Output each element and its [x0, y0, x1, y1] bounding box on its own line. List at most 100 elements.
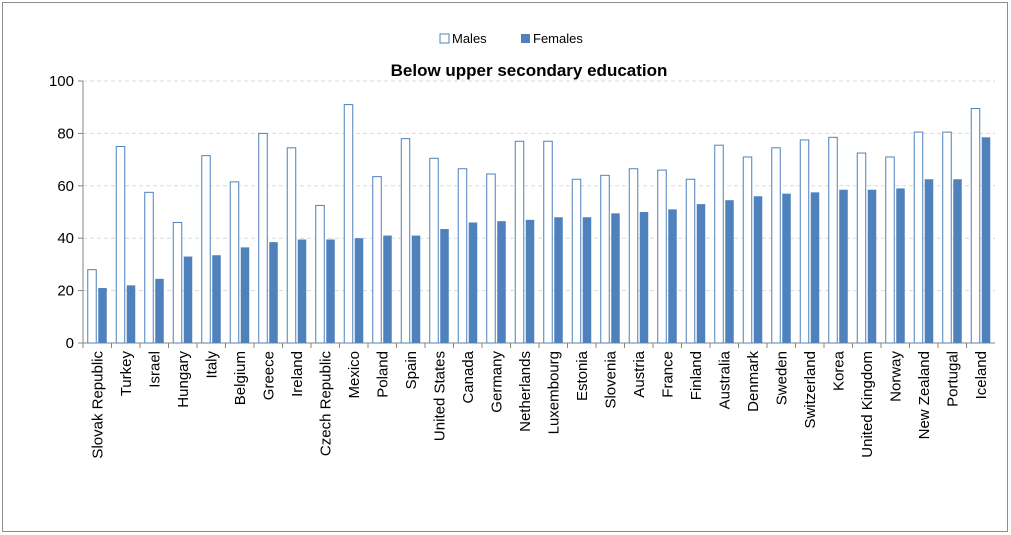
y-tick-label: 20 — [57, 283, 74, 300]
bar-females — [497, 221, 506, 343]
bar-females — [725, 200, 734, 343]
x-tick-label: Slovenia — [602, 350, 619, 408]
x-tick-label: Germany — [488, 351, 505, 413]
x-tick-label: Luxembourg — [545, 351, 562, 434]
bar-females — [240, 247, 250, 343]
x-tick-label: Iceland — [973, 351, 990, 399]
bar-females — [354, 238, 364, 343]
bar-females — [867, 189, 877, 343]
bar-females — [696, 204, 706, 343]
x-tick-label: France — [659, 351, 676, 398]
bar-males — [486, 173, 496, 344]
bar-males — [913, 131, 924, 344]
bar-males — [742, 156, 753, 344]
bar-females — [611, 213, 620, 343]
bar-males — [856, 152, 867, 344]
bar-females — [269, 242, 278, 343]
bar-females — [953, 179, 962, 343]
x-tick-label: Italy — [203, 351, 220, 379]
bar-females — [582, 217, 592, 343]
bar-females — [810, 192, 820, 343]
bar-males — [457, 168, 468, 344]
bar-males — [286, 147, 297, 344]
bar-females — [297, 239, 307, 343]
bar-females — [753, 196, 763, 343]
bar-males — [87, 269, 97, 344]
bar-males — [343, 104, 354, 344]
x-tick-label: Austria — [631, 350, 648, 397]
x-tick-label: Switzerland — [802, 351, 819, 429]
bar-males — [942, 131, 952, 344]
bar-males — [600, 174, 610, 344]
x-tick-label: Turkey — [118, 351, 135, 397]
x-tick-label: Korea — [830, 350, 847, 391]
bar-females — [896, 188, 905, 343]
legend-swatch-females — [521, 34, 530, 43]
bar-males — [771, 147, 781, 344]
x-tick-label: Portugal — [944, 351, 961, 407]
bar-males — [201, 155, 211, 344]
x-tick-label: Poland — [374, 351, 391, 398]
legend-label-females: Females — [533, 31, 583, 46]
x-tick-label: Canada — [460, 350, 477, 403]
x-tick-label: Sweden — [773, 351, 790, 405]
y-tick-label: 40 — [57, 230, 74, 247]
bar-males — [229, 181, 240, 344]
legend: Males Females — [439, 31, 583, 46]
bar-males — [970, 108, 981, 344]
y-tick-label: 100 — [49, 73, 74, 90]
chart-title: Below upper secondary education — [391, 61, 668, 80]
x-tick-label: Belgium — [232, 351, 249, 405]
x-tick-label: Mexico — [346, 351, 363, 399]
bar-females — [981, 137, 991, 343]
x-tick-label: Australia — [716, 350, 733, 409]
bar-males — [172, 221, 183, 344]
bar-females — [155, 278, 164, 343]
y-tick-label: 80 — [57, 125, 74, 142]
x-tick-label: Hungary — [175, 351, 192, 408]
legend-swatch-males — [439, 33, 450, 44]
x-axis: Slovak Republic Turkey Israel Hungary Italy B… — [82, 343, 990, 459]
y-tick-label: 0 — [66, 335, 74, 352]
bar-females — [440, 229, 449, 343]
x-tick-label: Czech Republic — [317, 351, 334, 457]
bar-females — [183, 256, 193, 343]
bar-females — [126, 285, 136, 343]
bar-males — [799, 139, 810, 344]
bar-chart: Males Females Below upper secondary educ… — [49, 31, 995, 459]
bar-females — [525, 219, 535, 343]
x-tick-label: Denmark — [745, 351, 762, 412]
x-tick-label: Greece — [260, 351, 277, 400]
bar-females — [839, 189, 848, 343]
x-tick-label: Israel — [146, 351, 163, 388]
x-tick-label: Netherlands — [517, 351, 534, 432]
bar-females — [212, 255, 221, 343]
bar-females — [924, 179, 934, 343]
bar-females — [782, 193, 791, 343]
y-tick-label: 60 — [57, 178, 74, 195]
bar-males — [429, 157, 439, 344]
bar-females — [326, 239, 335, 343]
x-tick-label: United Kingdom — [859, 351, 876, 458]
bar-females — [383, 235, 392, 343]
bar-males — [514, 140, 525, 344]
x-tick-label: Estonia — [574, 350, 591, 401]
bar-females — [639, 212, 649, 343]
bar-males — [543, 140, 553, 344]
bar-females — [668, 209, 677, 343]
bar-males — [400, 138, 411, 344]
bar-males — [115, 146, 126, 344]
legend-label-males: Males — [452, 31, 487, 46]
bar-males — [685, 178, 696, 344]
bar-females — [98, 287, 107, 343]
bar-males — [828, 136, 838, 344]
x-tick-label: Ireland — [289, 351, 306, 397]
plot-area — [87, 104, 991, 344]
x-tick-label: Spain — [403, 351, 420, 389]
x-tick-label: New Zealand — [916, 351, 933, 439]
bar-females — [554, 217, 563, 343]
x-tick-label: United States — [431, 351, 448, 441]
bar-males — [372, 176, 382, 344]
bar-males — [571, 178, 582, 344]
